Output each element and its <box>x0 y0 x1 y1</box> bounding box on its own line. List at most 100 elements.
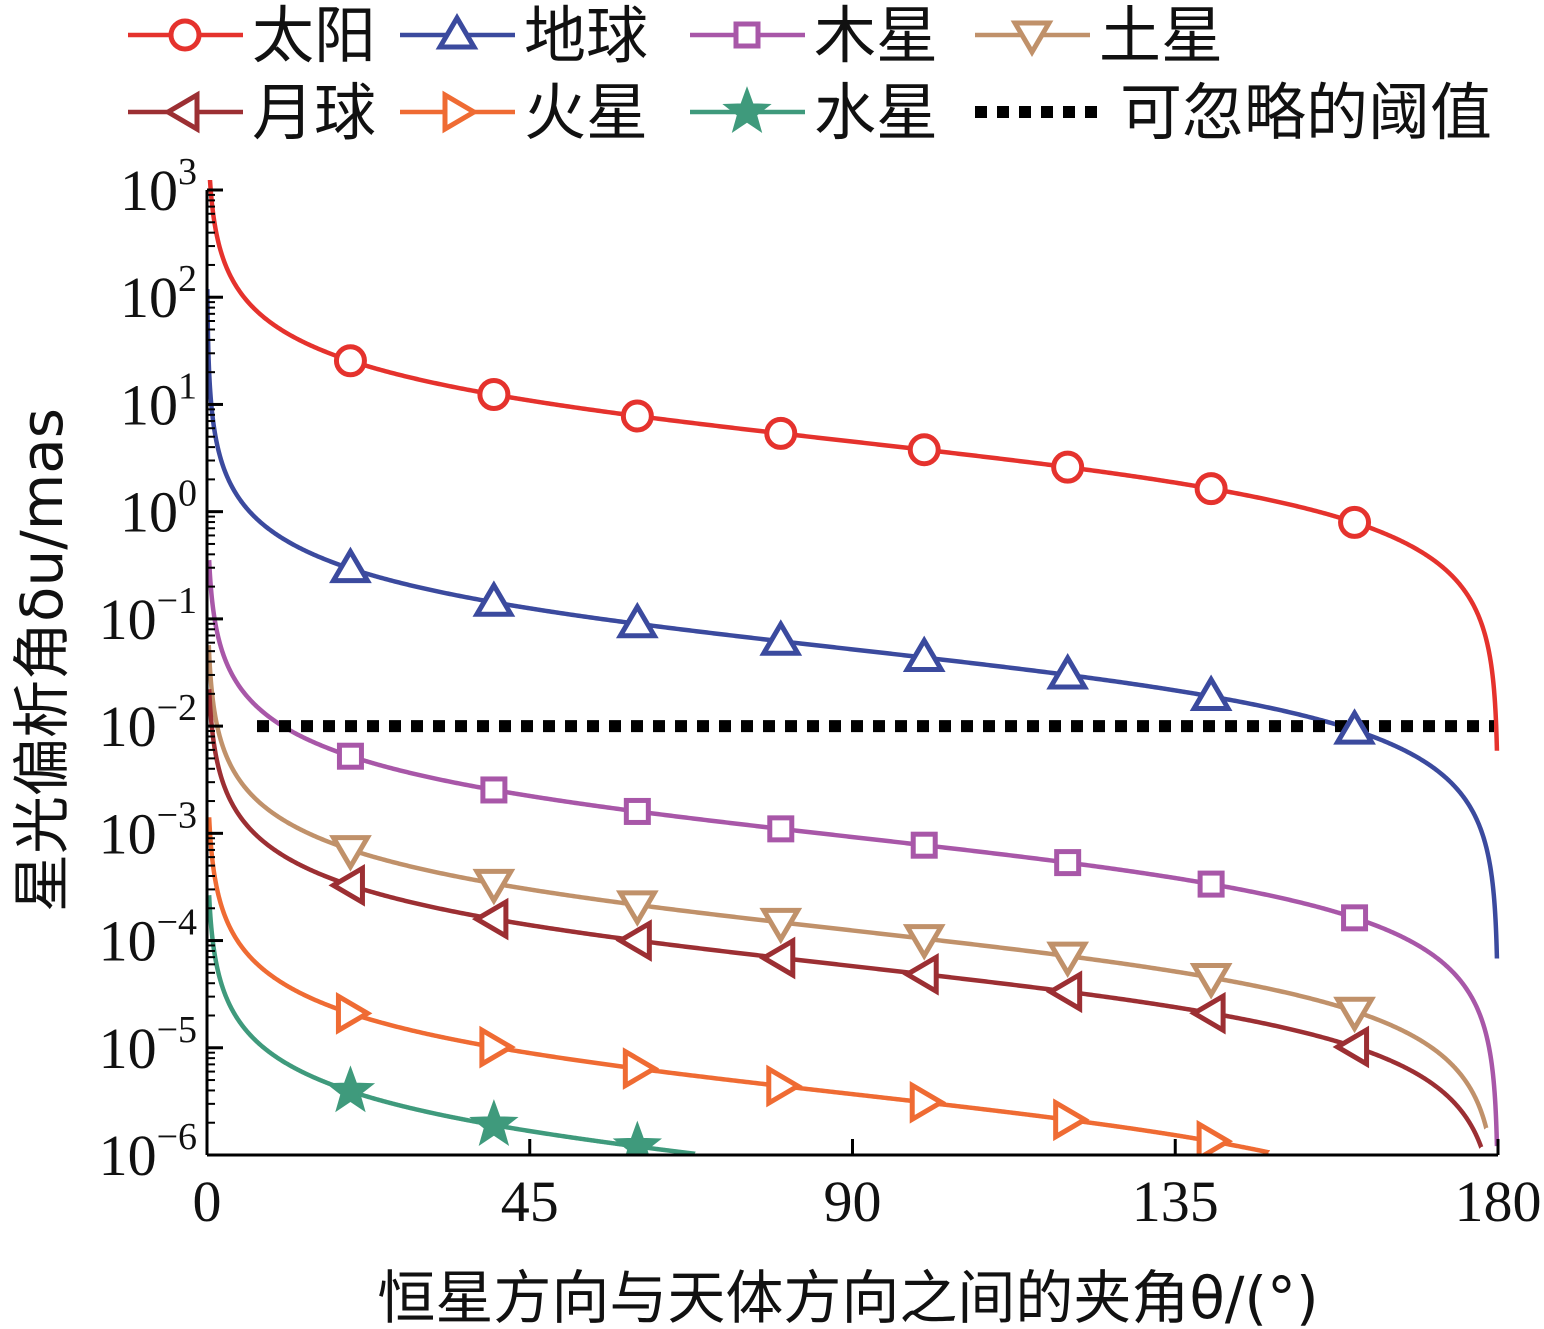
y-tick-label-1: 10−5 <box>99 1009 197 1081</box>
marker-4-7 <box>1332 1025 1370 1069</box>
y-tick-exponent-5: −1 <box>157 580 197 622</box>
legend-label-3: 土星 <box>1099 0 1223 72</box>
legend-item-2: 木星 <box>690 0 938 72</box>
marker-6-2 <box>612 1120 662 1155</box>
marker-4-0 <box>328 863 365 907</box>
legend-marker-5 <box>442 90 479 134</box>
marker-5-4 <box>909 1080 947 1124</box>
y-tick-label-4: 10−2 <box>99 687 197 759</box>
x-tick-label-1: 45 <box>501 1169 559 1234</box>
legend-label-7: 可忽略的阈值 <box>1120 76 1492 149</box>
marker-1-0 <box>329 546 372 584</box>
legend-marker-0 <box>168 18 202 52</box>
legend-label-2: 木星 <box>814 0 938 72</box>
legend-marker-3 <box>1010 20 1054 57</box>
marker-0-4 <box>907 433 941 467</box>
marker-3-5 <box>1046 941 1090 979</box>
y-tick-base-2: 10 <box>99 909 157 974</box>
x-tick-label-4: 180 <box>1455 1169 1542 1234</box>
marker-0-5 <box>1051 450 1085 484</box>
marker-0-0 <box>333 344 367 378</box>
y-tick-exponent-9: 3 <box>178 151 197 193</box>
legend-label-0: 太阳 <box>252 0 376 72</box>
legend-label-6: 水星 <box>814 76 938 149</box>
marker-2-2 <box>623 797 651 825</box>
plot-curves <box>207 180 1500 1155</box>
legend-label-1: 地球 <box>524 0 648 72</box>
x-tick-label-3: 135 <box>1132 1169 1219 1234</box>
y-tick-exponent-8: 2 <box>178 258 197 300</box>
legend-marker-2 <box>733 21 761 49</box>
marker-2-1 <box>480 776 508 804</box>
y-tick-label-6: 100 <box>120 473 197 545</box>
marker-5-3 <box>766 1064 803 1108</box>
legend-label-4: 月球 <box>252 76 376 149</box>
marker-0-2 <box>620 399 654 433</box>
series-line-6 <box>207 895 696 1155</box>
marker-4-5 <box>1045 970 1083 1014</box>
marker-0-6 <box>1194 472 1228 506</box>
marker-1-7 <box>1333 708 1376 745</box>
x-tick-label-0: 0 <box>193 1169 222 1234</box>
marker-3-7 <box>1333 996 1376 1034</box>
marker-4-3 <box>758 936 796 980</box>
y-tick-base-6: 10 <box>120 480 178 545</box>
marker-2-7 <box>1341 904 1369 932</box>
series-line-2 <box>207 559 1500 1147</box>
marker-5-6 <box>1196 1119 1234 1155</box>
y-tick-label-8: 102 <box>120 258 197 330</box>
marker-2-5 <box>1054 849 1082 877</box>
marker-0-3 <box>764 416 798 450</box>
y-tick-label-7: 101 <box>120 365 197 437</box>
y-tick-label-3: 10−3 <box>99 794 197 866</box>
marker-4-4 <box>902 952 939 996</box>
marker-2-6 <box>1197 870 1225 898</box>
legend-item-0: 太阳 <box>128 0 376 72</box>
x-axis-title: 恒星方向与天体方向之间的夹角θ/(°) <box>377 1264 1318 1329</box>
y-tick-exponent-2: −4 <box>157 902 197 944</box>
y-tick-base-1: 10 <box>99 1016 157 1081</box>
y-tick-label-2: 10−4 <box>99 902 197 974</box>
y-tick-exponent-1: −5 <box>157 1009 197 1051</box>
legend-marker-1 <box>435 13 479 50</box>
legend-marker-6 <box>722 86 772 133</box>
y-tick-base-0: 10 <box>99 1123 157 1188</box>
series-line-3 <box>207 644 1489 1130</box>
plot-markers <box>325 344 1376 1155</box>
marker-4-6 <box>1189 991 1226 1035</box>
marker-1-6 <box>1189 674 1233 711</box>
marker-4-2 <box>615 919 652 962</box>
marker-2-4 <box>910 831 938 859</box>
marker-3-6 <box>1189 963 1233 1000</box>
y-tick-exponent-0: −6 <box>157 1116 197 1158</box>
marker-1-2 <box>615 601 659 639</box>
legend-item-4: 月球 <box>128 76 376 149</box>
marker-3-1 <box>472 868 516 906</box>
series-line-0 <box>207 180 1500 751</box>
marker-0-7 <box>1338 505 1372 539</box>
marker-3-2 <box>615 890 659 927</box>
y-tick-exponent-4: −2 <box>157 687 197 729</box>
legend-item-6: 水星 <box>690 76 938 149</box>
marker-5-0 <box>335 991 373 1035</box>
x-tick-label-2: 90 <box>824 1169 882 1234</box>
y-axis-title: 星光偏析角δu/mas <box>8 408 76 912</box>
y-tick-exponent-3: −3 <box>157 794 197 836</box>
y-tick-base-8: 10 <box>120 265 178 330</box>
marker-4-1 <box>471 897 509 941</box>
y-tick-exponent-7: 1 <box>178 365 197 407</box>
y-tick-label-9: 103 <box>120 151 197 223</box>
marker-3-3 <box>759 907 803 945</box>
marker-5-5 <box>1053 1098 1090 1142</box>
y-tick-base-5: 10 <box>99 587 157 652</box>
marker-0-1 <box>477 378 511 412</box>
plot-axes: 0 45 90 135 18010−610−510−410−310−210−110010… <box>99 151 1542 1234</box>
legend-item-1: 地球 <box>400 0 648 72</box>
y-tick-label-0: 10−6 <box>99 1116 197 1188</box>
series-line-4 <box>207 689 1484 1149</box>
y-tick-base-3: 10 <box>99 801 157 866</box>
series-line-1 <box>207 289 1500 959</box>
legend-item-7: 可忽略的阈值 <box>975 76 1492 149</box>
